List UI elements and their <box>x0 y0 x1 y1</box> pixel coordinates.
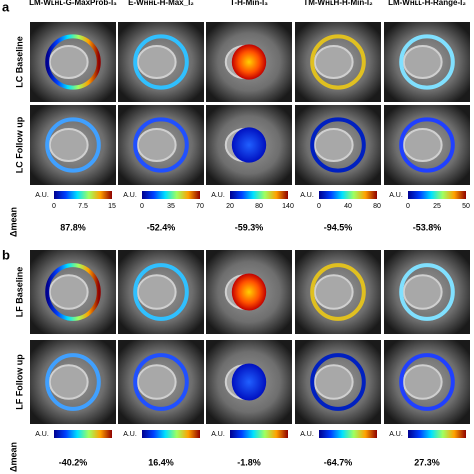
colorbar-unit: A.U. <box>211 431 225 438</box>
brain-structure <box>136 364 177 400</box>
delta-value: -52.4% <box>147 222 176 232</box>
lesion-overlay <box>45 34 101 90</box>
brain-structure <box>402 45 443 79</box>
colorbar-tick: 35 <box>167 203 175 210</box>
lesion-overlay <box>399 263 455 321</box>
colorbar-tick: 80 <box>373 203 381 210</box>
lesion-overlay <box>133 117 189 173</box>
colorbar-tick: 0 <box>52 203 56 210</box>
delta-label: Δmean <box>8 207 18 237</box>
brain-structure <box>313 274 354 310</box>
colorbar <box>54 430 112 438</box>
column-header: E-Wʜʜʟ-H-Max_I₂ <box>128 0 194 7</box>
delta-value: 16.4% <box>148 457 174 467</box>
lesion-overlay <box>45 263 101 321</box>
colorbar-unit: A.U. <box>123 431 137 438</box>
colorbar-tick: 80 <box>255 203 263 210</box>
colorbar-tick: 40 <box>344 203 352 210</box>
panel-label: b <box>2 247 10 262</box>
panel-label: a <box>2 0 10 14</box>
lesion-overlay <box>399 34 455 90</box>
delta-value: -94.5% <box>324 222 353 232</box>
brain-structure <box>136 45 177 79</box>
colorbar <box>230 191 288 199</box>
delta-value: 87.8% <box>60 222 86 232</box>
lesion-overlay <box>399 117 455 173</box>
brain-structure <box>402 128 443 162</box>
lesion-overlay <box>310 34 366 90</box>
brain-structure <box>48 274 89 310</box>
brain-structure <box>48 364 89 400</box>
lesion-overlay <box>231 127 267 163</box>
colorbar-unit: A.U. <box>389 192 403 199</box>
column-header: T-H-Min-I₃ <box>230 0 268 7</box>
colorbar <box>319 430 377 438</box>
column-header: TM-WʜʟH-H-Min-I₂ <box>303 0 373 7</box>
brain-structure <box>313 128 354 162</box>
brain-structure <box>136 128 177 162</box>
lesion-overlay <box>45 353 101 411</box>
brain-structure <box>48 45 89 79</box>
delta-value: -1.8% <box>237 457 261 467</box>
delta-value: -53.8% <box>413 222 442 232</box>
colorbar-tick: 25 <box>433 203 441 210</box>
delta-value: -40.2% <box>59 457 88 467</box>
column-header: LM-Wʜʟʟ-H-Range-I₂ <box>388 0 466 7</box>
row-label: LC Follow up <box>14 116 24 173</box>
colorbar-unit: A.U. <box>35 431 49 438</box>
row-label: LC Baseline <box>14 36 24 88</box>
colorbar <box>142 430 200 438</box>
brain-structure <box>402 274 443 310</box>
colorbar-tick: 70 <box>196 203 204 210</box>
lesion-overlay <box>133 263 189 321</box>
brain-structure <box>48 128 89 162</box>
delta-value: -64.7% <box>324 457 353 467</box>
colorbar-unit: A.U. <box>389 431 403 438</box>
delta-value: 27.3% <box>414 457 440 467</box>
colorbar <box>230 430 288 438</box>
colorbar <box>319 191 377 199</box>
colorbar <box>54 191 112 199</box>
lesion-overlay <box>310 117 366 173</box>
lesion-overlay <box>310 353 366 411</box>
colorbar-tick: 7.5 <box>78 203 88 210</box>
colorbar-unit: A.U. <box>300 192 314 199</box>
delta-value: -59.3% <box>235 222 264 232</box>
row-label: LF Follow up <box>14 354 24 410</box>
lesion-overlay <box>231 44 267 80</box>
colorbar-tick: 50 <box>462 203 470 210</box>
colorbar <box>142 191 200 199</box>
colorbar-unit: A.U. <box>211 192 225 199</box>
brain-structure <box>313 45 354 79</box>
colorbar-unit: A.U. <box>35 192 49 199</box>
colorbar-unit: A.U. <box>123 192 137 199</box>
colorbar-unit: A.U. <box>300 431 314 438</box>
row-label: LF Baseline <box>14 267 24 318</box>
lesion-overlay <box>399 353 455 411</box>
colorbar <box>408 430 466 438</box>
colorbar-tick: 0 <box>406 203 410 210</box>
lesion-overlay <box>231 273 267 311</box>
brain-structure <box>136 274 177 310</box>
brain-structure <box>313 364 354 400</box>
colorbar-tick: 0 <box>140 203 144 210</box>
lesion-overlay <box>133 34 189 90</box>
lesion-overlay <box>45 117 101 173</box>
delta-label: Δmean <box>8 442 18 472</box>
colorbar-tick: 20 <box>226 203 234 210</box>
colorbar-tick: 15 <box>108 203 116 210</box>
colorbar-tick: 140 <box>282 203 294 210</box>
lesion-overlay <box>231 363 267 401</box>
lesion-overlay <box>310 263 366 321</box>
lesion-overlay <box>133 353 189 411</box>
column-header: LM-Wʟʜʟ-G-MaxProb-I₃ <box>29 0 117 7</box>
colorbar <box>408 191 466 199</box>
brain-structure <box>402 364 443 400</box>
colorbar-tick: 0 <box>317 203 321 210</box>
